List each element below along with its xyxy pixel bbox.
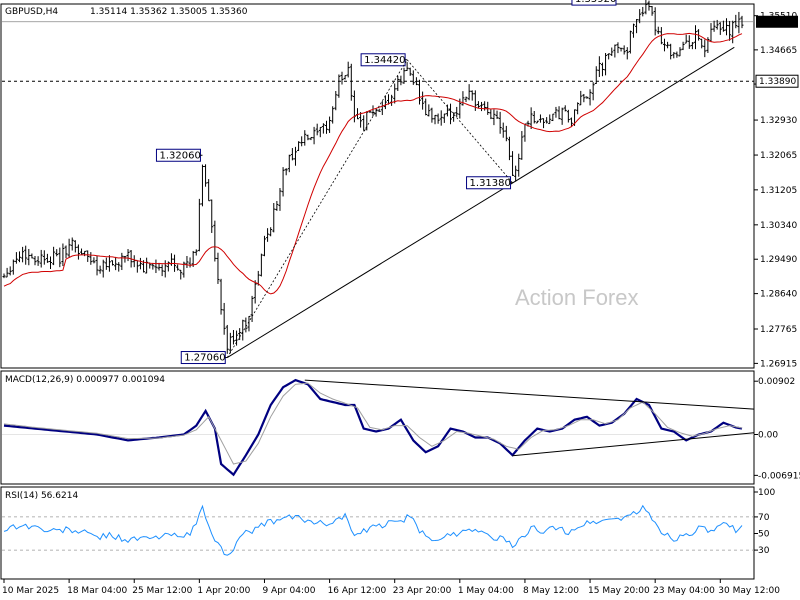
rsi-layer	[2, 504, 754, 556]
watermark: Action Forex	[515, 285, 639, 310]
current-price-box	[756, 15, 798, 28]
rsi-title: RSI(14) 56.6214	[5, 491, 78, 501]
macd-layer	[2, 378, 755, 477]
price-y-tick-label: 1.32065	[760, 151, 797, 161]
macd-panel	[0, 370, 755, 485]
x-axis-tick-label: 1 Apr 20:00	[197, 586, 250, 596]
macd-y-tick-label: 0.00902	[758, 377, 795, 387]
level-price-box	[755, 74, 799, 88]
current-price-label: 1.35360	[759, 18, 796, 28]
price-y-tick-label: 1.27765	[760, 325, 797, 335]
price-y-tick-label: 1.29490	[760, 255, 797, 265]
wave-connector	[226, 59, 408, 358]
x-axis-tick-label: 1 May 04:00	[458, 586, 514, 596]
moving-average-line	[3, 32, 743, 295]
macd-trendline	[512, 432, 755, 457]
wave-connector	[406, 59, 513, 184]
price-y-tick-label: 1.31205	[760, 186, 797, 196]
price-y-tick-label: 1.34665	[760, 46, 797, 56]
swing-label: 1.34420	[364, 55, 405, 66]
x-axis-tick-label: 23 May 04:00	[653, 586, 715, 596]
swing-label: 1.32060	[159, 150, 200, 161]
price-y-tick-label: 1.30340	[760, 221, 797, 231]
x-axis-tick-label: 16 Apr 12:00	[328, 586, 387, 596]
macd-y-tick-label: -0.006915	[758, 471, 800, 481]
swing-label: 1.27060	[184, 353, 225, 364]
macd-y-tick-label: 0.00	[758, 431, 778, 441]
macd-title: MACD(12,26,9) 0.000977 0.001094	[5, 375, 165, 385]
price-y-tick-label: 1.32930	[760, 116, 797, 126]
x-axis-tick-label: 8 May 12:00	[523, 586, 579, 596]
x-axis-tick-label: 23 Apr 20:00	[393, 586, 452, 596]
rsi-line	[3, 504, 743, 556]
swing-label-box	[571, 0, 617, 6]
level-price-label: 1.33890	[759, 77, 796, 87]
x-axis-tick-label: 9 Apr 04:00	[262, 586, 315, 596]
rsi-y-tick-label: 50	[758, 530, 770, 540]
x-axis-tick-label: 25 Mar 12:00	[132, 586, 192, 596]
x-axis-tick-label: 30 May 12:00	[718, 586, 780, 596]
price-panel	[0, 3, 755, 369]
price-layer: FE 61.81.270601.320601.344201.313801.359…	[2, 0, 754, 365]
axis-layer: 1.355101.346651.338201.329301.320651.312…	[2, 12, 800, 596]
price-trendline	[226, 46, 735, 358]
price-y-tick-label: 1.28640	[760, 290, 797, 300]
rsi-y-tick-label: 30	[758, 546, 770, 556]
swing-label: 1.31380	[470, 178, 511, 189]
ohlc-readout: 1.35114 1.35362 1.35005 1.35360	[90, 7, 248, 17]
x-axis-tick-label: 15 May 20:00	[588, 586, 650, 596]
rsi-y-tick-label: 70	[758, 513, 770, 523]
macd-main-line	[3, 378, 743, 477]
rsi-y-tick-label: 100	[758, 488, 775, 498]
swing-label: 1.35920	[575, 0, 616, 5]
x-axis-tick-label: 18 Mar 04:00	[67, 586, 127, 596]
macd-signal-line	[3, 382, 743, 465]
price-y-tick-label: 1.26915	[760, 359, 797, 369]
macd-trendline	[304, 379, 755, 410]
x-axis-tick-label: 10 Mar 2025	[2, 586, 59, 596]
symbol-label: GBPUSD,H4	[5, 7, 58, 17]
